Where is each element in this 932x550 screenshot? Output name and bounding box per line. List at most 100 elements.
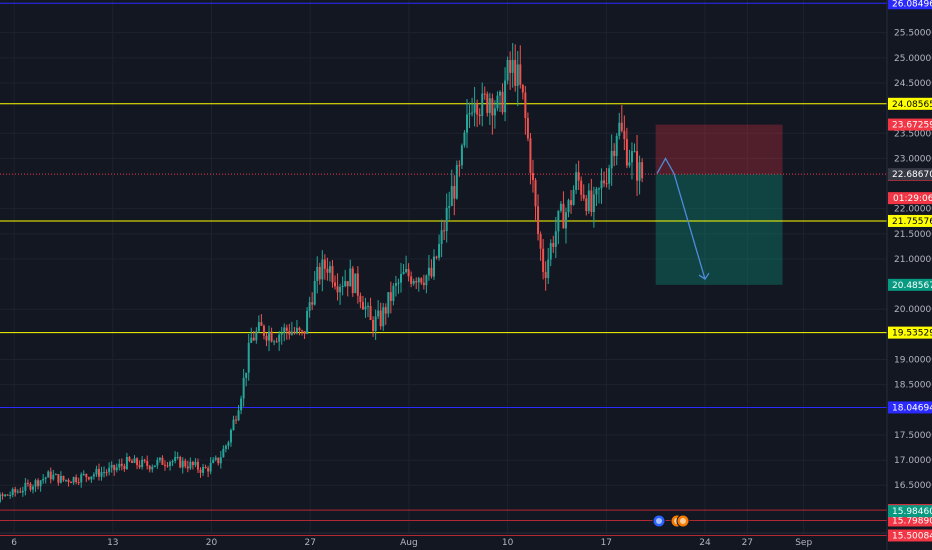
candle-body [372, 319, 375, 332]
level-badge-bg [888, 401, 932, 414]
candle-body [321, 259, 324, 280]
x-tick-label: 10 [502, 538, 514, 548]
price-badges: 26.08496 24.08565 21.75576 19.53529 18.04694… [888, 0, 932, 542]
candle-body [169, 462, 172, 466]
candle-body [346, 281, 349, 287]
candle-body [301, 330, 304, 332]
price-axis[interactable]: 25.50000 25.00000 24.50000 23.50000 23.00000… [886, 0, 932, 550]
candle-body [257, 322, 260, 332]
candlestick-series [0, 42, 644, 503]
candle-body [232, 419, 235, 430]
candle-body [37, 480, 40, 487]
y-tick-label: 18.50000 [894, 381, 932, 391]
candle-body [87, 477, 90, 480]
candle-body [364, 306, 367, 310]
candle-body [262, 325, 265, 336]
candle-body [476, 103, 479, 115]
candle-body [186, 466, 189, 469]
event-markers[interactable] [652, 514, 690, 528]
candle-body [235, 419, 238, 421]
candle-body [113, 465, 116, 471]
candle-body [590, 190, 593, 212]
candle-body [222, 448, 225, 458]
candle-body [125, 457, 128, 470]
candle-body [57, 474, 60, 483]
candle-body [207, 468, 210, 472]
candle-body [445, 207, 448, 232]
candle-body [384, 307, 387, 314]
y-tick-label: 21.00000 [894, 255, 932, 265]
level-badge: 19.53529 [892, 329, 932, 339]
candle-body [531, 172, 534, 181]
candle-body [9, 494, 12, 496]
candle-body [166, 465, 169, 467]
stop-badge: 23.67259 [892, 121, 932, 131]
candle-body [97, 468, 100, 477]
candle-body [136, 458, 139, 466]
candle-body [156, 460, 159, 466]
y-tick-label: 16.50000 [894, 481, 932, 491]
grid-lines [0, 0, 887, 533]
candle-body [473, 103, 476, 113]
candle-body [214, 457, 217, 460]
candle-body [123, 465, 126, 470]
horizontal-levels [0, 2, 887, 536]
candle-body [143, 459, 146, 462]
extra-badge-bg [888, 505, 932, 518]
candle-body [103, 472, 106, 474]
level-badge-bg [888, 97, 932, 110]
candle-body [603, 180, 606, 184]
candle-body [334, 282, 337, 287]
candle-body [75, 477, 78, 482]
candle-body [100, 472, 103, 477]
candle-body [318, 266, 321, 280]
candle-body [504, 80, 507, 113]
candle-body [547, 259, 550, 279]
candle-body [440, 230, 443, 245]
candle-body [369, 305, 372, 320]
x-tick-label: 17 [601, 538, 612, 548]
candle-body [397, 282, 400, 284]
candle-body [306, 310, 309, 334]
y-tick-label: 23.00000 [894, 154, 932, 164]
countdown-bg [888, 192, 932, 205]
x-tick-label: Aug [400, 538, 418, 548]
y-tick-label: 17.50000 [894, 431, 932, 441]
candle-body [618, 122, 621, 136]
candle-body [199, 469, 202, 473]
candle-body [34, 480, 37, 487]
candle-body [491, 98, 494, 116]
candle-body [377, 310, 380, 317]
candle-body [26, 482, 29, 484]
candle-body [77, 481, 80, 483]
candle-body [636, 151, 639, 181]
candle-body [179, 457, 182, 468]
candle-body [405, 269, 408, 272]
candle-body [438, 244, 441, 258]
candle-body [128, 457, 131, 461]
candle-body [638, 162, 641, 181]
candle-body [549, 243, 552, 260]
candle-body [422, 282, 425, 286]
candle-body [316, 266, 319, 282]
time-axis[interactable]: 6 13 20 27 Aug 10 17 24 27 Sep [0, 532, 887, 548]
candle-body [49, 471, 52, 480]
candle-body [420, 278, 423, 283]
projection-arrowhead [698, 272, 710, 280]
candle-body [303, 331, 306, 334]
candle-body [288, 330, 291, 335]
candle-body [4, 494, 7, 496]
x-tick-label: 24 [699, 538, 711, 548]
candle-body [237, 410, 240, 421]
candle-body [458, 165, 461, 167]
candle-body [85, 473, 88, 478]
level-badge-bg [888, 326, 932, 339]
candle-body [514, 59, 517, 86]
level-badge-bg [888, 214, 932, 227]
candle-body [313, 281, 316, 305]
candle-body [39, 480, 42, 487]
candle-body [275, 341, 278, 343]
x-tick-label: Sep [795, 538, 812, 548]
